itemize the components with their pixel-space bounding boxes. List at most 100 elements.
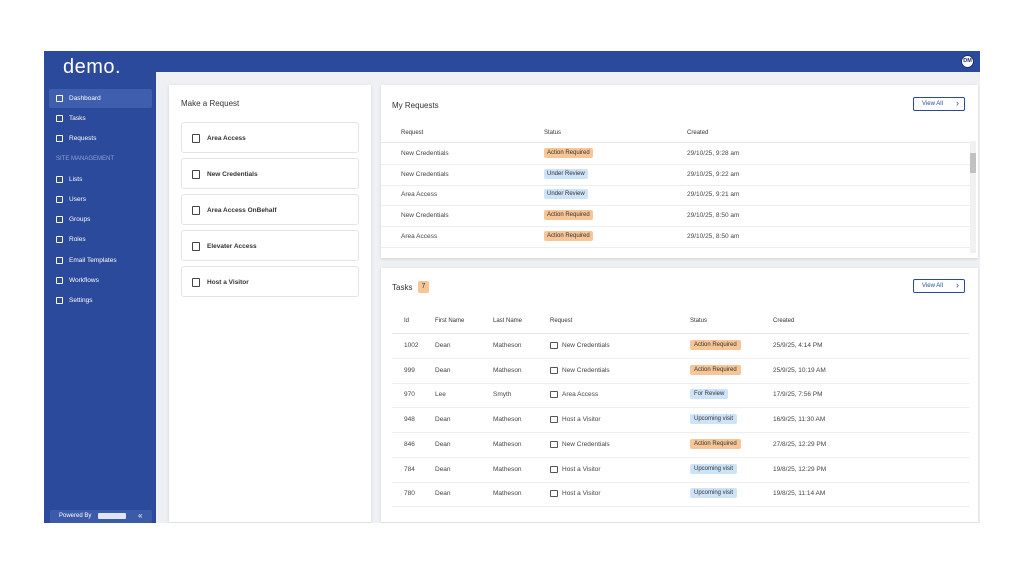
nav-label: Users [69,196,86,203]
nav-label: Email Templates [69,256,117,264]
row-divider [392,407,969,409]
task-count: 7 [418,281,429,293]
request-icon [550,366,558,374]
row-divider [392,358,969,359]
panel-title: Make a Request [181,99,240,108]
column-header: Last Name [493,318,523,324]
view-all-label: View All [922,101,943,107]
cell-text: 16/9/25, 11:30 AM [773,416,826,424]
nav-item[interactable]: Settings [49,291,152,310]
footer-brand [98,513,126,519]
request-option[interactable]: Host a Visitor [181,266,359,297]
row-divider [392,506,969,508]
nav-label: Tasks [69,115,86,123]
request-option[interactable]: Area Access [181,122,359,153]
app: demo. Powered By « Dashboard Tasks Request… [44,51,980,523]
cell-text: Matheson [493,342,522,349]
status-badge: Action Required [690,364,741,375]
nav-icon [56,276,63,284]
nav-item[interactable]: Requests [49,129,152,148]
cell-text: 19/8/25, 12:29 PM [773,465,827,473]
cell-text: New Credentials [401,170,449,178]
cell-text: Area Access [562,391,599,399]
cell-text: Dean [435,342,451,349]
nav-label: Workflows [69,276,99,284]
cell-text: New Credentials [401,150,449,157]
footer-box: Powered By « [50,510,152,523]
option-icon [192,170,200,179]
cell-text: New Credentials [562,342,610,349]
panel-title: Tasks [392,283,413,292]
cell-text: 29/10/25, 9:28 am [687,150,740,157]
avatar[interactable]: DM [961,55,974,68]
column-header: Status [544,130,562,136]
cell-text: 29/10/25, 9:22 am [687,170,740,178]
request-option[interactable]: New Credentials [181,158,359,189]
request-icon [550,391,558,399]
view-all-button[interactable]: View All › [913,97,965,111]
column-header: Request [550,318,573,324]
nav-item[interactable]: Lists [49,170,152,189]
nav-item[interactable]: Email Templates [49,251,152,270]
status-badge: Upcoming visit [690,488,738,499]
request-icon [550,416,558,424]
request-icon [550,490,558,498]
cell-text: Matheson [493,465,522,473]
request-option[interactable]: Elevater Access [181,230,359,261]
cell-text: 29/10/25, 8:50 am [687,232,740,240]
status-badge: Action Required [544,230,593,241]
column-header: Created [773,318,795,324]
nav-icon [56,95,63,102]
section-label: SITE MANAGEMENT [56,155,115,162]
cell-text: 25/9/25, 4:14 PM [773,342,823,349]
cell-text: Smyth [493,391,512,399]
nav-item[interactable]: Workflows [49,271,152,290]
nav-label: Settings [69,297,93,304]
header-divider [381,142,970,143]
cell-text: Area Access [401,191,438,199]
tasks-panel: Tasks 7 View All › Id First Name Last Name R… [381,268,978,522]
view-all-button[interactable]: View All › [913,279,965,293]
status-badge: Action Required [690,340,741,350]
logo[interactable]: demo. [63,56,122,78]
nav-item[interactable]: Roles [49,230,152,249]
option-icon [192,278,200,287]
nav-icon [56,175,63,183]
cell-text: 948 [404,416,415,424]
option-label: New Credentials [207,171,258,178]
row-divider [381,164,970,165]
cell-text: 780 [404,490,415,498]
option-label: Area Access OnBehalf [207,207,277,214]
scrollbar[interactable] [970,141,976,253]
option-label: Elevater Access [207,243,257,250]
top-bar: DM [156,51,980,72]
option-icon [192,206,200,215]
request-icon [550,342,558,349]
nav-item[interactable]: Dashboard [49,89,152,108]
row-divider [392,456,969,458]
nav-item[interactable]: Users [49,190,152,209]
status-badge: Action Required [544,148,593,158]
collapse-icon[interactable]: « [138,511,143,520]
sidebar: demo. Powered By « Dashboard Tasks Request… [44,51,156,523]
nav-label: Lists [69,175,83,183]
request-icon [550,440,558,448]
row-divider [392,382,969,384]
nav-icon [56,196,63,203]
request-option[interactable]: Area Access OnBehalf [181,194,359,225]
footer-text: Powered By [59,513,92,519]
nav-label: Requests [69,135,97,143]
cell-text: Lee [435,391,446,399]
row-divider [392,432,969,434]
option-icon [192,242,200,251]
nav-item[interactable]: Groups [49,210,152,229]
column-header: Status [690,318,708,324]
cell-text: Matheson [493,366,522,374]
cell-text: New Credentials [401,212,449,220]
row-divider [381,246,970,248]
row-divider [381,205,970,207]
status-badge: Action Required [544,210,593,221]
cell-text: 19/8/25, 11:14 AM [773,490,826,498]
nav-item[interactable]: Tasks [49,109,152,128]
cell-text: Matheson [493,440,522,448]
